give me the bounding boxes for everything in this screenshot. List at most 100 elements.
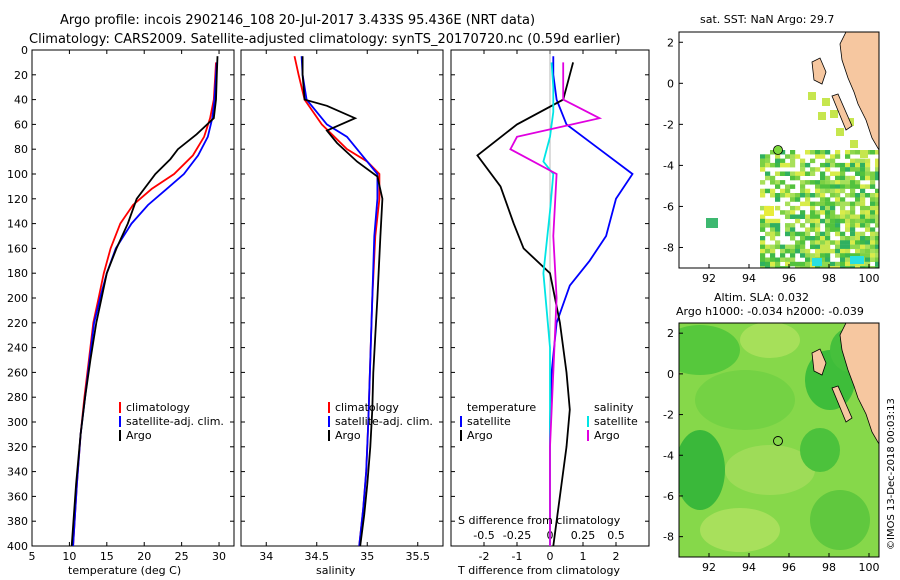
sst-pixel <box>820 180 826 185</box>
sst-pixel <box>815 275 820 280</box>
sst-pixel <box>860 162 866 168</box>
sst-pixel <box>770 193 776 198</box>
sst-pixel <box>835 193 841 198</box>
sst-pixel <box>760 275 765 280</box>
sst-pixel <box>835 261 841 267</box>
sst-pixel <box>818 112 826 120</box>
sst-pixel <box>860 184 866 189</box>
y-tick-label: 40 <box>14 94 28 107</box>
sst-pixel <box>855 218 861 224</box>
sst-pixel <box>810 218 816 224</box>
sst-pixel <box>805 188 811 194</box>
sst-pixel <box>875 248 879 254</box>
sst-pixel <box>850 227 856 232</box>
sst-pixel <box>825 244 831 250</box>
legend-header-temperature: temperature <box>467 401 536 414</box>
sst-pixel <box>880 275 885 280</box>
sst-pixel <box>875 231 879 237</box>
sst-pixel <box>815 210 821 215</box>
sst-pixel <box>860 201 866 207</box>
sst-pixel <box>765 275 770 280</box>
y-tick-label: 300 <box>7 416 28 429</box>
sst-pixel <box>840 171 846 176</box>
map-x-tick-label: 98 <box>822 272 836 285</box>
sst-pixel <box>805 193 811 198</box>
sst-pixel <box>860 261 866 267</box>
map-y-tick-label: -2 <box>663 118 674 131</box>
map-x-tick-label: 96 <box>782 561 796 574</box>
sst-pixel <box>822 98 830 106</box>
sst-pixel <box>795 205 801 211</box>
sst-pixel <box>870 150 876 155</box>
sst-pixel <box>840 270 845 275</box>
sst-pixel <box>820 210 826 215</box>
sst-pixel <box>770 266 776 268</box>
sst-pixel <box>880 167 885 172</box>
sst-map-island <box>831 93 853 131</box>
sst-pixel <box>860 158 866 164</box>
sst-pixel <box>825 158 831 164</box>
sst-pixel <box>820 184 826 189</box>
sst-pixel <box>765 175 771 181</box>
legend-entry-t-argo: Argo <box>467 429 493 442</box>
map-x-tick-label: 94 <box>742 272 756 285</box>
sst-pixel <box>860 205 866 211</box>
sst-pixel <box>810 171 816 176</box>
sst-pixel <box>790 257 796 262</box>
sst-pixel <box>850 162 856 168</box>
sst-pixel <box>860 214 866 219</box>
sst-pixel <box>880 223 885 228</box>
sst-pixel <box>870 248 876 254</box>
sst-pixel <box>875 158 879 164</box>
sst-pixel <box>805 231 811 237</box>
sst-pixel <box>860 150 868 158</box>
sst-pixel <box>845 244 851 250</box>
sst-pixel <box>815 184 821 189</box>
sst-pixel <box>820 231 826 237</box>
map-y-tick-label: 2 <box>667 327 674 340</box>
sst-pixel <box>870 214 876 219</box>
sst-pixel <box>760 154 766 159</box>
sst-pixel <box>880 193 885 198</box>
sst-pixel <box>885 258 890 263</box>
temperature-axes <box>31 49 235 547</box>
sst-pixel <box>760 218 766 224</box>
sst-pixel <box>760 266 766 268</box>
sst-pixel <box>760 248 766 254</box>
sst-pixel <box>765 158 771 164</box>
sst-pixel <box>815 231 821 237</box>
sst-pixel <box>875 150 879 155</box>
sst-pixel <box>830 218 836 224</box>
sst-pixel <box>885 172 890 177</box>
sst-pixel <box>855 214 861 219</box>
sst-pixel <box>825 261 831 267</box>
sst-pixel <box>850 188 856 194</box>
sst-pixel <box>840 244 846 250</box>
sst-pixel <box>810 210 816 215</box>
sst-pixel <box>880 206 885 211</box>
sst-pixel <box>830 214 836 219</box>
sst-pixel <box>845 193 851 198</box>
sst-pixel <box>800 248 806 254</box>
sst-pixel <box>760 223 766 228</box>
sst-pixel <box>820 244 826 250</box>
sst-pixel <box>810 214 816 219</box>
sst-pixel <box>835 223 841 228</box>
sst-pixel <box>880 197 885 202</box>
sst-pixel <box>800 184 806 189</box>
sst-pixel <box>835 150 841 155</box>
sst-pixel <box>815 214 821 219</box>
sst-pixel <box>770 150 776 155</box>
sst-pixel <box>800 158 806 164</box>
sst-pixel <box>805 270 810 275</box>
sst-pixel <box>770 248 776 254</box>
sst-pixel <box>775 227 781 232</box>
sst-pixel <box>865 248 871 254</box>
sla-map-title1: Altim. SLA: 0.032 <box>714 291 809 304</box>
sst-pixel <box>835 201 841 207</box>
sst-pixel <box>815 240 821 245</box>
x2-tick-label: -0.5 <box>473 529 494 542</box>
sst-pixel <box>850 150 856 155</box>
sst-pixel <box>770 188 776 194</box>
x-tick-label: 34 <box>259 550 273 563</box>
